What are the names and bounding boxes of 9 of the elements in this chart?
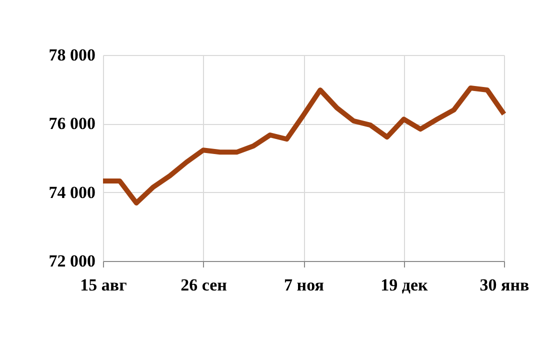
- x-tick-label: 7 ноя: [284, 276, 324, 294]
- y-tick-label: 76 000: [48, 114, 96, 134]
- y-tick-label: 78 000: [48, 46, 96, 64]
- y-tick-label: 74 000: [48, 182, 96, 202]
- x-tick-label: 26 сен: [180, 276, 228, 294]
- x-tick-label: 30 янв: [480, 276, 530, 294]
- y-tick-label: 72 000: [48, 252, 96, 270]
- x-tick-label: 19 дек: [380, 276, 428, 294]
- x-tick-label: 15 авг: [80, 276, 128, 294]
